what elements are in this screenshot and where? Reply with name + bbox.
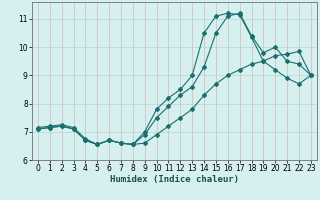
X-axis label: Humidex (Indice chaleur): Humidex (Indice chaleur) (110, 175, 239, 184)
